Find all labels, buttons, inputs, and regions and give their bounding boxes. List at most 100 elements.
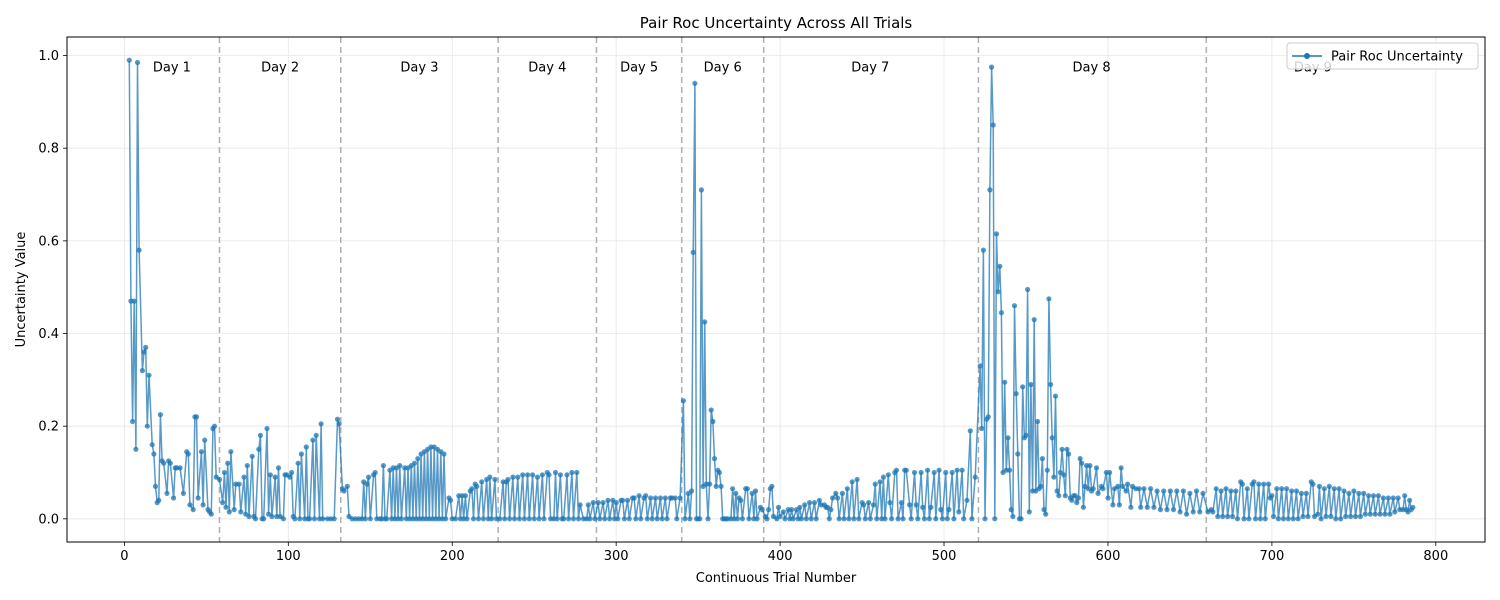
data-point <box>893 467 900 473</box>
data-point <box>1293 488 1300 494</box>
data-point <box>1177 509 1183 515</box>
data-point <box>1174 488 1180 494</box>
data-point <box>643 493 649 499</box>
data-point <box>1120 483 1126 489</box>
data-point <box>854 476 860 483</box>
data-point <box>552 469 559 476</box>
data-point <box>944 516 950 522</box>
data-point <box>1064 446 1070 452</box>
data-point <box>380 463 386 469</box>
data-point <box>1333 516 1339 522</box>
data-point <box>1341 488 1347 494</box>
data-point <box>841 516 847 522</box>
data-point <box>733 490 739 496</box>
data-point <box>546 472 552 478</box>
data-point <box>249 453 255 459</box>
data-point <box>1026 509 1032 515</box>
data-point <box>1074 500 1080 506</box>
data-point <box>190 507 196 513</box>
data-point <box>657 495 664 501</box>
data-point <box>521 516 528 522</box>
data-point <box>1225 513 1231 520</box>
data-point <box>167 460 173 466</box>
data-point <box>702 319 708 325</box>
data-point <box>157 412 163 418</box>
data-point <box>525 472 531 478</box>
data-point <box>987 187 993 193</box>
data-point <box>1228 488 1234 494</box>
x-tick-label: 700 <box>1259 549 1284 564</box>
data-point <box>1262 516 1268 522</box>
data-point <box>915 516 921 522</box>
x-axis-label: Continuous Trial Number <box>696 571 857 586</box>
data-point <box>156 497 162 503</box>
data-point <box>711 456 718 462</box>
data-point <box>903 467 909 473</box>
data-point <box>502 516 508 522</box>
data-point <box>648 495 654 501</box>
data-point <box>754 516 760 522</box>
chart-title: Pair Roc Uncertainty Across All Trials <box>640 14 913 32</box>
data-point <box>834 495 841 501</box>
data-point <box>287 474 293 480</box>
data-point <box>605 497 611 503</box>
data-point <box>246 513 252 520</box>
data-point <box>1079 460 1085 466</box>
data-point <box>1346 490 1352 496</box>
data-point <box>689 488 695 494</box>
data-point <box>1348 513 1354 520</box>
data-point <box>1075 495 1082 501</box>
data-point <box>1251 479 1257 485</box>
data-point <box>1025 286 1031 293</box>
data-point <box>195 495 201 501</box>
data-point <box>1010 513 1016 520</box>
data-point <box>1390 495 1396 501</box>
day-label: Day 7 <box>851 61 889 76</box>
data-point <box>131 298 137 304</box>
day-label: Day 4 <box>528 61 566 76</box>
data-point <box>925 467 931 473</box>
data-point <box>133 446 139 452</box>
data-point <box>289 469 295 476</box>
data-point <box>839 490 846 496</box>
legend: Pair Roc Uncertainty <box>1286 42 1479 70</box>
data-point <box>1315 511 1321 517</box>
data-point <box>826 516 832 522</box>
data-point <box>452 516 459 522</box>
data-point <box>659 516 665 522</box>
data-point <box>507 516 513 522</box>
data-point <box>995 289 1001 295</box>
data-point <box>443 516 449 522</box>
data-point <box>697 516 703 522</box>
data-point <box>515 474 521 480</box>
data-point <box>1008 507 1014 513</box>
data-point <box>1136 486 1142 492</box>
data-point <box>193 414 200 420</box>
data-point <box>592 516 598 522</box>
data-point <box>816 497 823 503</box>
data-point <box>882 516 888 522</box>
data-point <box>889 516 895 522</box>
data-point <box>1123 488 1129 494</box>
data-point <box>341 488 347 494</box>
data-point <box>1410 504 1416 510</box>
data-point <box>510 474 516 480</box>
data-point <box>625 497 631 503</box>
data-point <box>898 500 905 506</box>
data-point <box>208 511 214 517</box>
data-point <box>979 425 985 432</box>
data-point <box>474 483 480 489</box>
data-point <box>687 516 693 522</box>
data-point <box>511 516 518 522</box>
data-point <box>187 502 193 508</box>
data-point <box>139 368 145 374</box>
data-point <box>331 516 337 522</box>
data-point <box>152 483 159 489</box>
data-point <box>164 490 170 496</box>
data-point <box>1274 486 1280 492</box>
data-point <box>185 451 191 457</box>
data-point <box>959 467 965 473</box>
data-point <box>664 516 670 522</box>
data-point <box>275 465 282 471</box>
